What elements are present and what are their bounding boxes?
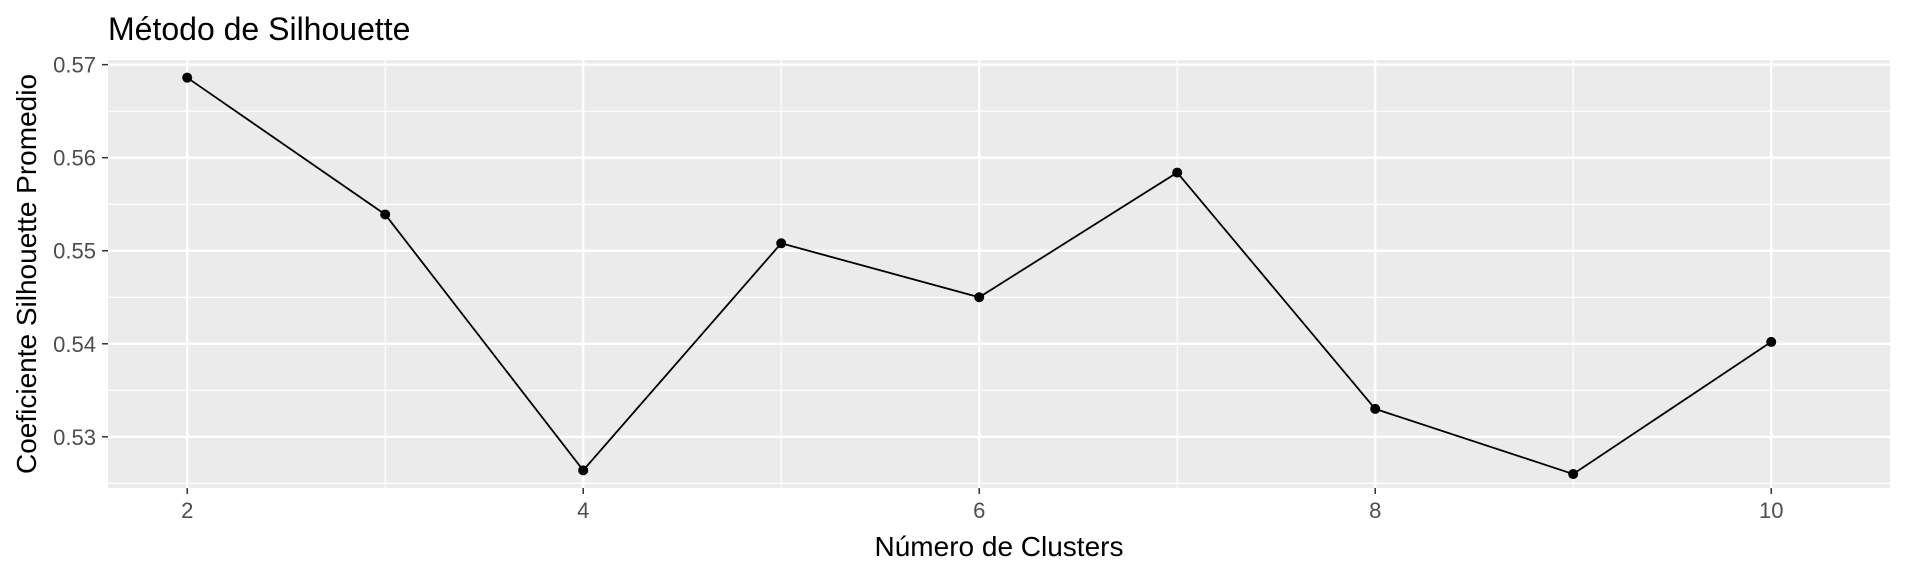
- y-axis-title: Coeficiente Silhouette Promedio: [11, 74, 42, 474]
- grid-major: [108, 60, 1890, 488]
- x-tick-label: 8: [1369, 498, 1381, 523]
- data-point: [578, 465, 589, 476]
- data-point: [974, 292, 985, 303]
- y-tick-label: 0.53: [53, 425, 96, 450]
- data-point: [1172, 167, 1183, 178]
- data-point: [380, 209, 391, 220]
- x-axis-title: Número de Clusters: [875, 531, 1124, 562]
- data-point: [182, 72, 193, 83]
- plot-panel: [108, 60, 1890, 488]
- y-tick-label: 0.57: [53, 53, 96, 78]
- data-point: [1766, 336, 1777, 347]
- x-tick-label: 4: [577, 498, 589, 523]
- grid-minor: [108, 60, 1890, 488]
- x-axis-ticks: 2 4 6 8 10: [181, 488, 1783, 523]
- chart-title: Método de Silhouette: [108, 11, 410, 47]
- y-tick-label: 0.56: [53, 146, 96, 171]
- data-point: [776, 238, 787, 249]
- y-tick-label: 0.55: [53, 239, 96, 264]
- data-point: [1370, 403, 1381, 414]
- data-point: [1568, 469, 1579, 480]
- x-tick-label: 10: [1759, 498, 1783, 523]
- x-tick-label: 6: [973, 498, 985, 523]
- y-axis-ticks: 0.53 0.54 0.55 0.56 0.57: [53, 53, 108, 450]
- x-tick-label: 2: [181, 498, 193, 523]
- series-points-group: [182, 72, 1777, 480]
- y-tick-label: 0.54: [53, 332, 96, 357]
